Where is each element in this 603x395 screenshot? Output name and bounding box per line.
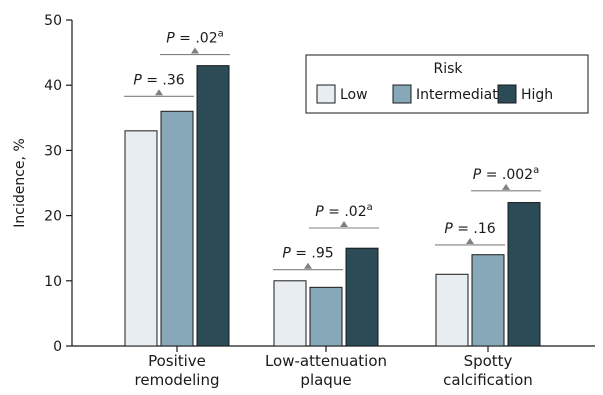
significance-marker [466, 237, 474, 244]
category-label: remodeling [135, 371, 220, 389]
p-value-label: P = .002a [473, 165, 539, 183]
legend-swatch-low [316, 84, 336, 104]
y-tick-label: 20 [44, 209, 62, 225]
category-label: calcification [443, 371, 533, 389]
p-value-label: P = .36 [133, 72, 184, 88]
legend-swatch-intermediate [392, 84, 412, 104]
bar-intermediate-2 [471, 254, 505, 347]
category-label: plaque [300, 371, 351, 389]
bar-low-1 [273, 280, 307, 347]
y-axis-label: Incidence, % [12, 138, 28, 227]
bar-intermediate-1 [309, 286, 343, 347]
bar-intermediate-0 [160, 110, 194, 347]
y-tick-label: 0 [53, 339, 62, 355]
category-label: Positive [148, 352, 206, 370]
significance-marker [155, 89, 163, 96]
bar-high-2 [507, 202, 541, 347]
significance-marker [340, 220, 348, 227]
legend-swatch-high [497, 84, 517, 104]
significance-marker [191, 47, 199, 54]
p-value-label: P = .95 [282, 246, 333, 262]
legend-label-low: Low [340, 87, 368, 103]
legend-title: Risk [433, 61, 463, 77]
category-label: Low-attenuation [265, 352, 387, 370]
bar-low-0 [124, 130, 158, 347]
p-value-label: P = .02a [315, 202, 373, 220]
bar-high-0 [196, 65, 230, 347]
significance-marker [502, 183, 510, 190]
category-label: Spotty [464, 352, 513, 370]
axes: 0 10 20 30 40 50 Incidence, % [12, 13, 595, 355]
p-value-annotations: P = .36 P = .02a P = .95 P = .02a P = .16 P =… [124, 29, 541, 271]
legend-label-high: High [521, 87, 553, 103]
significance-marker [304, 262, 312, 269]
y-tick-label: 40 [44, 78, 62, 94]
y-tick-label: 10 [44, 274, 62, 290]
bars [124, 65, 541, 347]
y-tick-label: 50 [44, 13, 62, 29]
legend-box [305, 54, 589, 114]
y-tick-label: 30 [44, 143, 62, 159]
legend: Risk Low Intermediate High [305, 54, 589, 114]
bar-low-2 [435, 273, 469, 347]
p-value-label: P = .02a [166, 29, 224, 47]
legend-label-intermediate: Intermediate [416, 87, 506, 103]
p-value-label: P = .16 [444, 221, 495, 237]
bar-high-1 [345, 247, 379, 347]
